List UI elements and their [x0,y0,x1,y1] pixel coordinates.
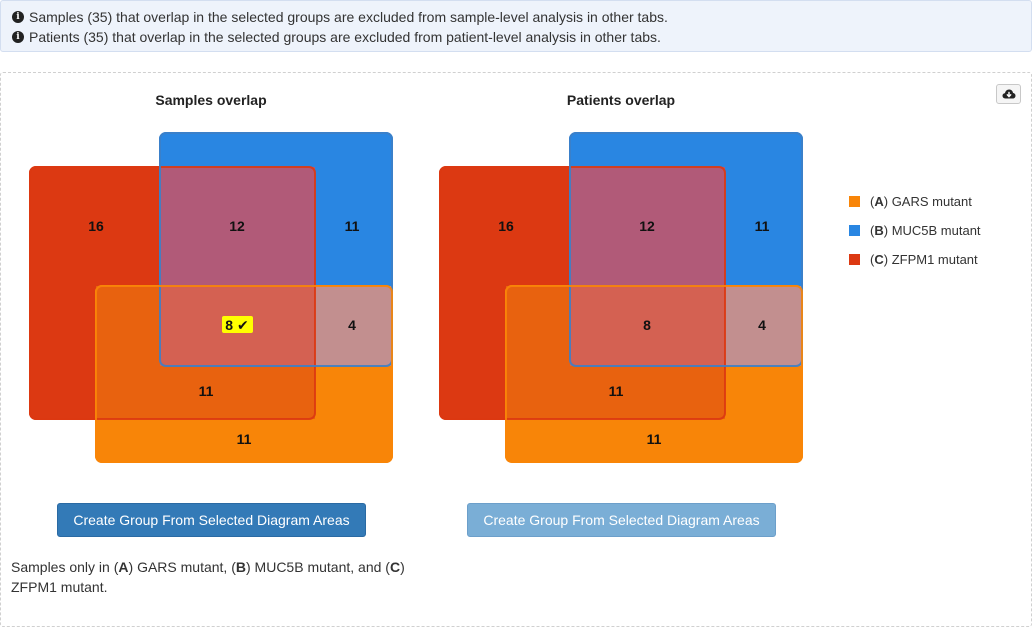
region-count-ab: 4 [758,317,766,333]
create-group-samples-button[interactable]: Create Group From Selected Diagram Areas [57,503,366,537]
legend-swatch-c [849,254,860,265]
venn-region-abc[interactable] [570,286,725,366]
region-count-abc[interactable]: 8 ✔ [225,317,248,333]
patients-overlap-notice-text: Patients (35) that overlap in the select… [29,29,661,45]
venn-region-ac[interactable] [96,286,160,419]
region-count-ac: 11 [199,383,214,399]
legend-item-c[interactable]: (C) ZFPM1 mutant [849,245,981,274]
patients-venn: 16 12 11 8 4 11 11 [439,132,803,463]
info-icon: i [12,31,24,43]
legend-label-c: (C) ZFPM1 mutant [870,252,978,267]
region-count-b-only: 11 [345,218,360,234]
samples-venn: 16 12 11 8 ✔ 4 11 11 [29,132,393,463]
venn-region-ab[interactable] [315,286,392,366]
summary-text-c: ) ZFPM1 mutant. [11,559,405,595]
patients-overlap-notice: i Patients (35) that overlap in the sele… [12,27,1020,47]
selected-region-highlight [222,316,253,333]
summary-key-a: A [118,559,129,575]
summary-text-a: ) GARS mutant, ( [128,559,236,575]
legend-text-a: GARS mutant [891,194,972,209]
venn-region-ac[interactable] [506,286,570,419]
legend-label-a: (A) GARS mutant [870,194,972,209]
region-count-bc: 12 [639,218,655,234]
summary-text-b: ) MUC5B mutant, and ( [246,559,390,575]
region-count-c-only: 16 [498,218,514,234]
region-count-a-only: 11 [237,431,252,447]
region-count-a-only: 11 [647,431,662,447]
legend-key-c: C [874,252,884,267]
selection-summary: Samples only in (A) GARS mutant, (B) MUC… [11,557,411,597]
legend-item-a[interactable]: (A) GARS mutant [849,187,981,216]
summary-key-c: C [389,559,401,575]
venn-region-ac-lower[interactable] [570,366,725,419]
summary-key-b: B [235,559,246,575]
legend-key-b: B [874,223,884,238]
samples-overlap-title: Samples overlap [155,92,267,108]
overlap-info-alert: i Samples (35) that overlap in the selec… [0,0,1032,52]
checkmark-icon: ✔ [237,317,249,333]
region-count-abc: 8 [643,317,651,333]
venn-region-ac-lower[interactable] [160,366,315,419]
venn-region-bc[interactable] [160,167,315,286]
legend-swatch-a [849,196,860,207]
region-count-b-only: 11 [755,218,770,234]
region-count-ac: 11 [609,383,624,399]
legend-swatch-b [849,225,860,236]
legend-label-b: (B) MUC5B mutant [870,223,981,238]
summary-prefix: Samples only in ( [11,559,119,575]
venn-region-bc[interactable] [570,167,725,286]
region-count-abc-value: 8 [225,317,233,333]
samples-overlap-notice-text: Samples (35) that overlap in the selecte… [29,9,668,25]
venn-region-ab[interactable] [725,286,802,366]
cloud-download-icon [1002,89,1015,99]
legend-text-c: ZFPM1 mutant [891,252,978,267]
venn-legend: (A) GARS mutant (B) MUC5B mutant (C) ZFP… [849,187,981,274]
legend-item-b[interactable]: (B) MUC5B mutant [849,216,981,245]
samples-overlap-notice: i Samples (35) that overlap in the selec… [12,7,1020,27]
create-group-patients-button[interactable]: Create Group From Selected Diagram Areas [467,503,776,537]
legend-key-a: A [874,194,884,209]
region-count-ab: 4 [348,317,356,333]
region-count-bc: 12 [229,218,245,234]
info-icon: i [12,11,24,23]
patients-overlap-title: Patients overlap [566,92,676,108]
region-count-c-only: 16 [88,218,104,234]
download-button[interactable] [996,84,1021,104]
legend-text-b: MUC5B mutant [891,223,981,238]
